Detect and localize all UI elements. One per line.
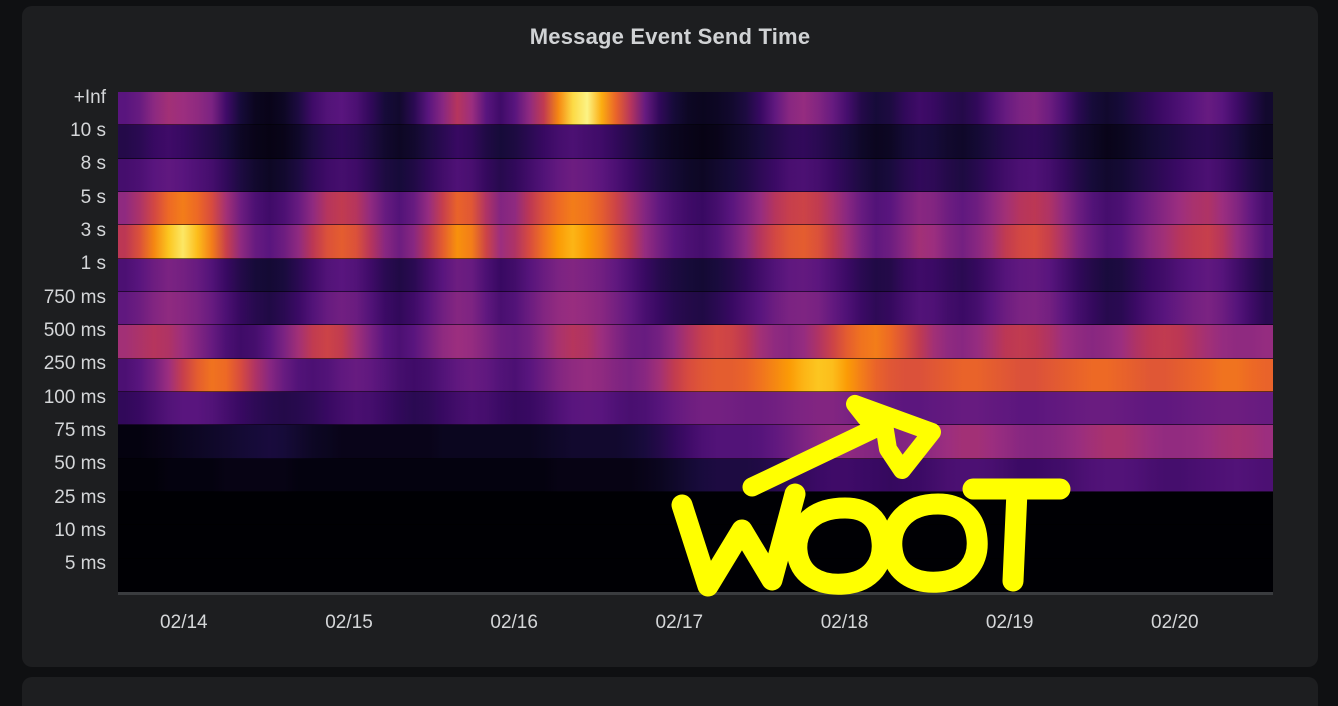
- y-axis-tick: 10 s: [70, 120, 106, 141]
- heatmap-row: [118, 325, 1273, 359]
- x-axis: 02/14 02/15 02/16 02/17 02/18 02/19 02/20: [118, 604, 1273, 644]
- y-axis-tick: +Inf: [73, 86, 106, 108]
- heatmap-row: [118, 392, 1273, 426]
- page-title: Message Event Send Time: [529, 24, 811, 49]
- x-axis-tick: 02/17: [655, 612, 704, 633]
- x-axis-line: [118, 592, 1273, 595]
- y-axis-tick: 250 ms: [43, 353, 106, 375]
- heatmap-row: [118, 492, 1273, 526]
- heatmap-row: [118, 92, 1273, 126]
- y-axis-tick: 1 s: [80, 253, 106, 275]
- heatmap-row: [118, 558, 1273, 592]
- y-axis-tick: 5 ms: [64, 553, 106, 575]
- y-axis-tick: 750 ms: [43, 286, 106, 308]
- y-axis-tick: 50 ms: [54, 453, 106, 475]
- x-axis-tick: 02/19: [985, 612, 1034, 633]
- heatmap-plot[interactable]: [118, 92, 1273, 592]
- y-axis-tick: 100 ms: [43, 386, 106, 408]
- heatmap-row: [118, 292, 1273, 326]
- x-axis-tick: 02/18: [820, 612, 869, 633]
- heatmap-panel: Message Event Send Time +Inf 10 s 8 s 5 s 3 …: [22, 6, 1318, 667]
- heatmap-row: [118, 125, 1273, 159]
- heatmap-row: [118, 158, 1273, 192]
- heatmap-row: [118, 525, 1273, 559]
- heatmap-row: [118, 425, 1273, 459]
- y-axis-tick: 3 s: [80, 220, 106, 241]
- heatmap-row: [118, 225, 1273, 259]
- heatmap-row: [118, 258, 1273, 292]
- heatmap-row: [118, 358, 1273, 392]
- y-axis-tick: 75 ms: [54, 420, 106, 441]
- y-axis-tick: 500 ms: [43, 320, 106, 341]
- heatmap-row: [118, 192, 1273, 226]
- x-axis-tick: 02/16: [490, 612, 538, 633]
- x-axis-tick: 02/20: [1151, 612, 1199, 633]
- y-axis: +Inf 10 s 8 s 5 s 3 s 1 s 750 ms 500 ms 250 ms 10…: [22, 87, 114, 592]
- y-axis-tick: 25 ms: [54, 486, 106, 508]
- y-axis-tick: 8 s: [80, 153, 106, 175]
- heatmap-row: [118, 458, 1273, 492]
- y-axis-tick: 10 ms: [54, 520, 106, 541]
- y-axis-tick: 5 s: [80, 186, 106, 208]
- x-axis-tick: 02/15: [325, 612, 373, 633]
- next-panel-partial: [22, 677, 1318, 706]
- x-axis-tick: 02/14: [160, 612, 208, 633]
